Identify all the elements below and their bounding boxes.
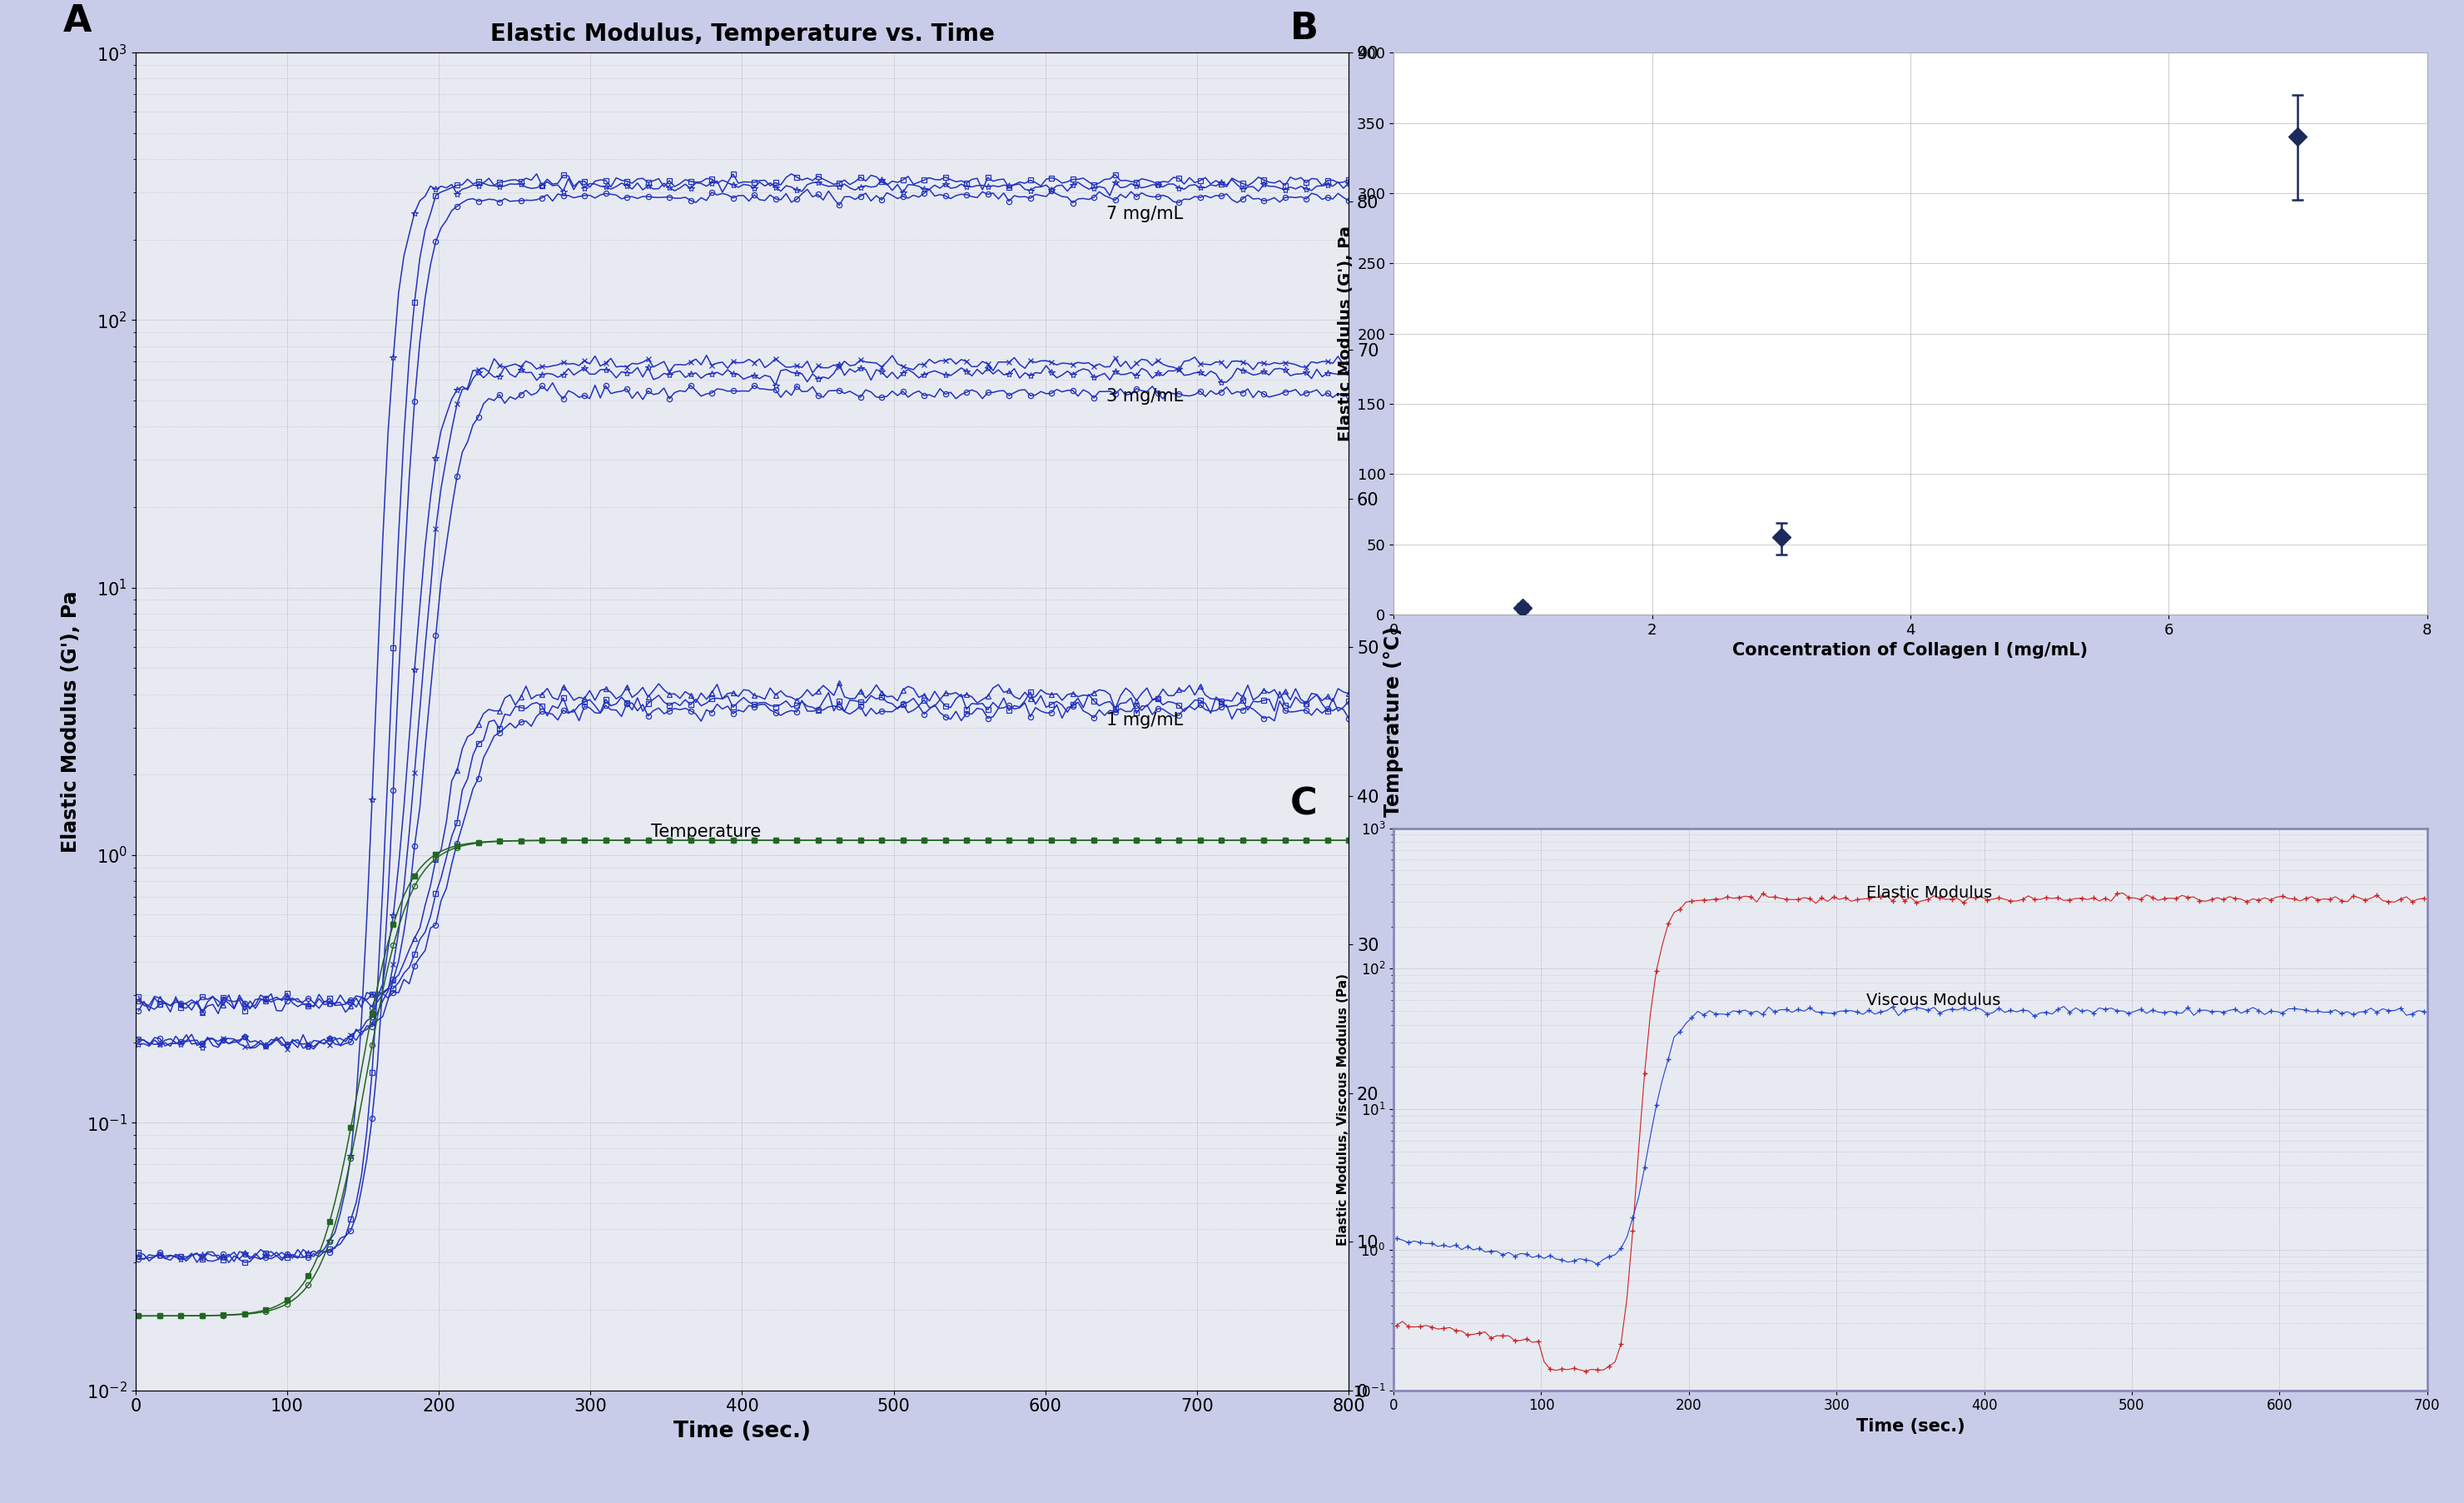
Y-axis label: Elastic Modulus, Viscous Modulus (Pa): Elastic Modulus, Viscous Modulus (Pa) <box>1335 972 1350 1246</box>
Text: B: B <box>1291 11 1318 47</box>
Y-axis label: Elastic Modulus (G'), Pa: Elastic Modulus (G'), Pa <box>62 591 81 852</box>
Text: 1 mg/mL: 1 mg/mL <box>1106 712 1183 729</box>
Y-axis label: Elastic Modulus (G'), Pa: Elastic Modulus (G'), Pa <box>1338 225 1353 442</box>
X-axis label: Concentration of Collagen I (mg/mL): Concentration of Collagen I (mg/mL) <box>1732 642 2087 658</box>
Text: Temperature: Temperature <box>650 824 761 840</box>
X-axis label: Time (sec.): Time (sec.) <box>673 1420 811 1443</box>
Text: 7 mg/mL: 7 mg/mL <box>1106 206 1183 222</box>
Y-axis label: Temperature (°C): Temperature (°C) <box>1385 627 1404 816</box>
Text: 3 mg/mL: 3 mg/mL <box>1106 388 1183 404</box>
Text: Viscous Modulus: Viscous Modulus <box>1865 993 2001 1009</box>
Title: Elastic Modulus, Temperature vs. Time: Elastic Modulus, Temperature vs. Time <box>490 23 995 47</box>
X-axis label: Time (sec.): Time (sec.) <box>1855 1417 1964 1435</box>
Text: A: A <box>62 3 91 39</box>
Text: C: C <box>1291 786 1318 822</box>
Text: Elastic Modulus: Elastic Modulus <box>1865 885 1991 902</box>
